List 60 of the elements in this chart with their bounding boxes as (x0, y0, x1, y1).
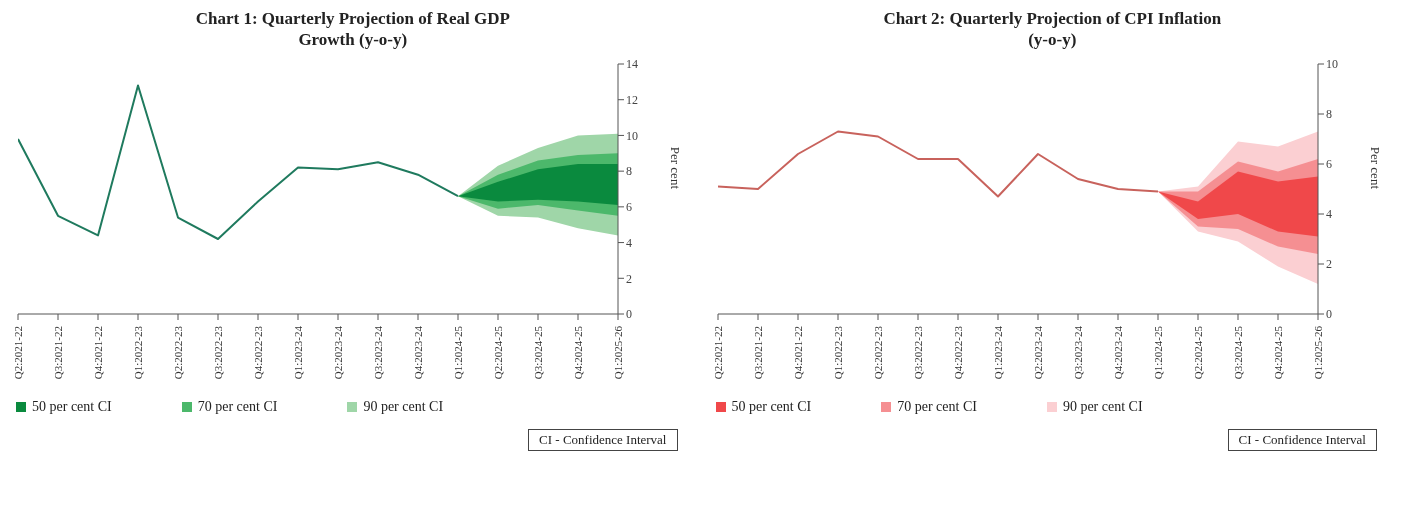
x-tick-label: Q2:2022-23 (172, 325, 184, 380)
x-tick-label: Q1:2022-23 (831, 325, 844, 380)
x-tick-label: Q3:2022-23 (911, 325, 924, 380)
y-tick-label: 10 (1325, 57, 1338, 72)
x-tick-label: Q4:2021-22 (791, 326, 804, 380)
y-tick-label: 8 (1325, 107, 1332, 122)
x-tick-label: Q2:2022-23 (871, 325, 884, 380)
x-tick-label: Q3:2024-25 (532, 325, 544, 380)
legend-label: 70 per cent CI (197, 399, 278, 415)
x-tick-label: Q3:2021-22 (751, 326, 764, 380)
x-tick-label: Q4:2022-23 (252, 325, 264, 380)
y-tick-label: 10 (626, 128, 638, 143)
chart-title: Chart 1: Quarterly Projection of Real GDP Growth (y-o-y) (194, 8, 511, 51)
x-tick-label: Q1:2025-26 (1311, 325, 1324, 380)
x-tick-label: Q3:2021-22 (52, 326, 64, 380)
legend-label: 70 per cent CI (897, 399, 977, 415)
chart-title: Chart 2: Quarterly Projection of CPI Inflation (y-o-y) (882, 8, 1223, 51)
x-tick-label: Q4:2023-24 (412, 325, 424, 380)
x-tick-label: Q4:2024-25 (572, 325, 584, 380)
x-tick-label: Q1:2024-25 (1151, 325, 1164, 380)
x-tick-label: Q3:2023-24 (1071, 325, 1084, 380)
x-tick-label: Q1:2023-24 (991, 325, 1004, 380)
legend-label: 90 per cent CI (363, 399, 444, 415)
text: CI - Confidence Interval (528, 429, 678, 451)
line-series (18, 84, 459, 240)
y-tick-label: 2 (626, 271, 632, 286)
y-tick-label: 12 (626, 92, 638, 107)
y-tick-label: 6 (1325, 157, 1332, 172)
line-series (717, 130, 1159, 198)
x-tick-label: Q3:2022-23 (212, 325, 224, 380)
x-tick-label: Q2:2024-25 (492, 325, 504, 380)
x-tick-label: Q1:2025-26 (612, 325, 624, 380)
y-tick-label: 2 (1325, 257, 1332, 272)
y-tick-label: 0 (1325, 307, 1332, 322)
y-tick-label: 0 (626, 307, 632, 322)
y-tick-label: 6 (626, 200, 632, 215)
y-tick-label: 14 (626, 57, 638, 72)
y-tick-label: 8 (626, 164, 632, 179)
legend-label: 50 per cent CI (731, 399, 812, 415)
x-tick-label: Q3:2023-24 (372, 325, 384, 380)
x-tick-label: Q2:2023-24 (1031, 325, 1044, 380)
x-tick-label: Q2:2023-24 (332, 325, 344, 380)
y-axis-title: Per cent (1367, 146, 1383, 190)
legend-label: 90 per cent CI (1062, 399, 1143, 415)
x-tick-label: Q2:2021-22 (711, 326, 724, 380)
legend-label: 50 per cent CI (32, 399, 112, 415)
y-tick-label: 4 (1325, 207, 1332, 222)
x-tick-label: Q1:2023-24 (292, 325, 304, 380)
x-tick-label: Q2:2024-25 (1191, 325, 1204, 380)
x-tick-label: Q2:2021-22 (12, 326, 24, 380)
x-tick-label: Q4:2021-22 (92, 326, 104, 380)
y-axis-title: Per cent (668, 146, 684, 190)
x-tick-label: Q1:2024-25 (452, 325, 464, 380)
y-tick-label: 4 (626, 235, 632, 250)
x-tick-label: Q4:2022-23 (951, 325, 964, 380)
x-tick-label: Q1:2022-23 (132, 325, 144, 380)
x-tick-label: Q4:2024-25 (1271, 325, 1284, 380)
text: CI - Confidence Interval (1227, 429, 1377, 451)
x-tick-label: Q4:2023-24 (1111, 325, 1124, 380)
x-tick-label: Q3:2024-25 (1231, 325, 1244, 380)
